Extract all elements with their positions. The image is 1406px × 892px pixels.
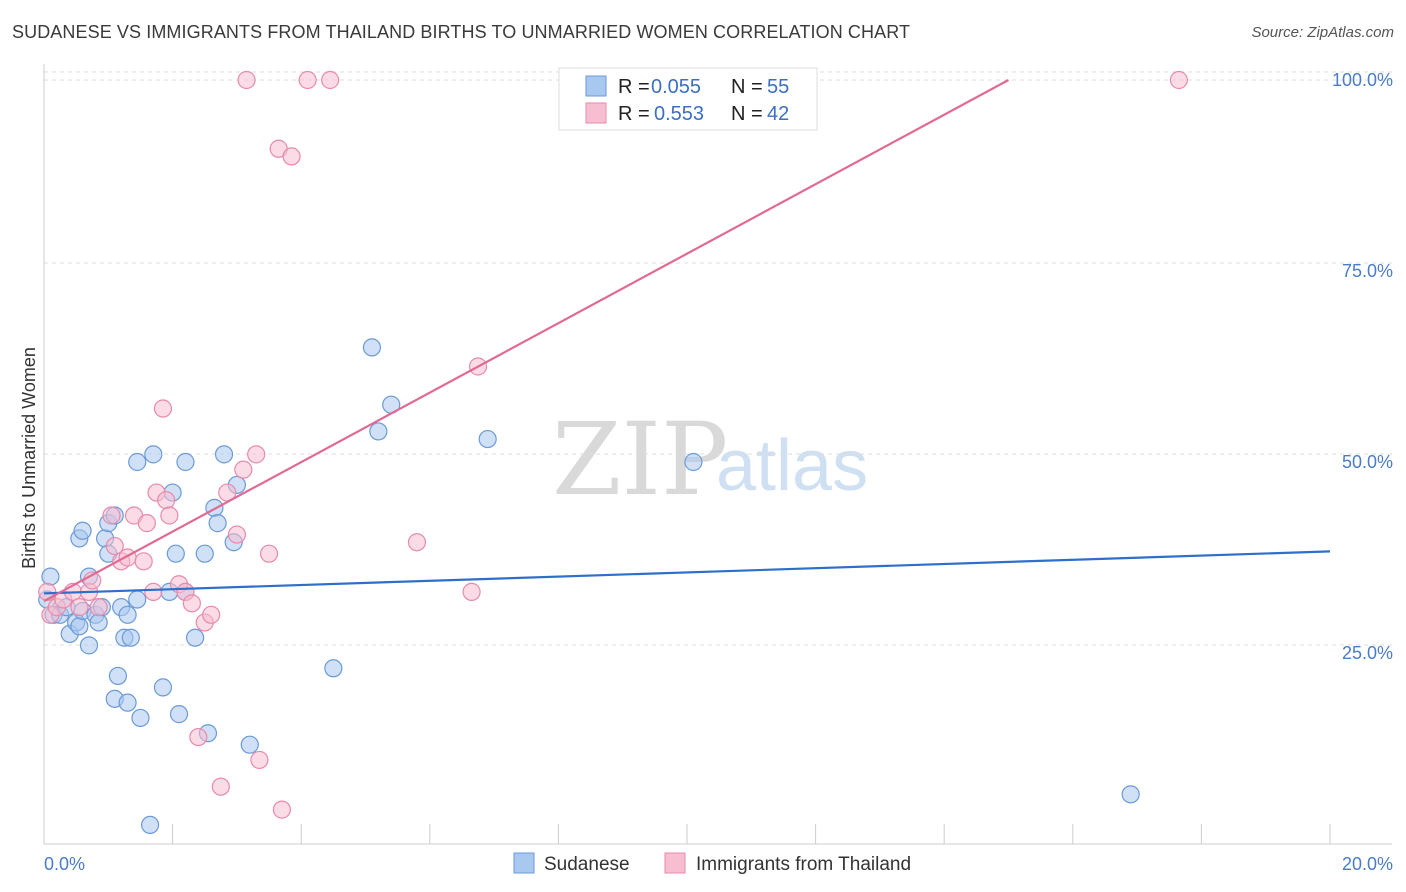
trend-lines [43,79,1331,603]
point-sudanese [166,544,185,563]
legend-n-label-sudanese: N = [731,76,763,98]
point-thailand [247,445,266,464]
point-thailand [202,605,221,624]
point-sudanese [41,567,60,586]
point-thailand [227,525,246,544]
point-sudanese [1121,785,1140,804]
point-sudanese [121,628,140,647]
y-tick-label: 75.0% [1342,261,1393,281]
point-sudanese [79,636,99,655]
point-sudanese [186,628,205,647]
axes: 25.0% 50.0% 75.0% 100.0% 0.0% 20.0% [43,64,1393,874]
point-thailand [137,514,156,533]
point-sudanese [369,422,388,441]
trendline-thailand [43,79,1010,603]
bottom-legend-swatch-thailand [664,852,686,874]
point-thailand [407,533,427,552]
point-thailand [134,552,153,571]
point-sudanese [128,590,147,609]
point-thailand [1169,70,1188,90]
point-sudanese [89,613,108,632]
point-sudanese [140,815,160,835]
point-thailand [189,727,208,747]
point-thailand [298,70,317,90]
y-tick-label: 50.0% [1342,452,1393,472]
point-sudanese [362,338,382,357]
point-sudanese [70,617,89,636]
point-thailand [234,460,253,479]
point-thailand [259,544,279,563]
point-thailand [321,70,340,90]
point-sudanese [144,445,163,464]
top-legend: R = 0.055 N = 55 R = 0.553 N = 42 [558,67,818,131]
point-thailand [157,491,176,510]
point-sudanese [684,452,703,472]
grid-lines [44,71,1392,646]
point-thailand [144,582,163,601]
legend-n-label-thailand: N = [731,103,763,125]
chart-source: Source: ZipAtlas.com [1251,24,1394,41]
y-tick-label: 25.0% [1342,643,1393,663]
legend-swatch-sudanese [585,75,607,97]
point-thailand [38,582,57,601]
bottom-legend-swatch-sudanese [513,852,535,874]
point-sudanese [153,678,173,697]
point-sudanese [195,544,214,563]
point-sudanese [118,605,137,624]
bottom-legend-label-thailand: Immigrants from Thailand [696,854,911,875]
point-sudanese [478,429,497,449]
bottom-legend-label-sudanese: Sudanese [544,854,630,875]
point-sudanese [324,659,343,678]
point-sudanese [131,708,150,728]
point-sudanese [240,735,259,754]
legend-r-label-thailand: R = [618,103,650,125]
x-tick-label: 20.0% [1342,854,1393,874]
point-thailand [282,147,301,166]
point-thailand [462,582,481,601]
point-sudanese [128,452,147,472]
point-sudanese [208,514,227,533]
y-tick-label: 100.0% [1332,70,1393,90]
legend-r-value-thailand: 0.553 [654,103,704,125]
point-sudanese [176,452,195,472]
legend-swatch-thailand [585,102,607,124]
point-sudanese [73,521,92,540]
x-tick-label: 0.0% [44,854,85,874]
point-thailand [160,506,179,525]
point-thailand [153,399,173,418]
point-thailand [182,594,201,613]
point-thailand [237,70,256,90]
point-thailand [102,506,121,525]
point-thailand [250,750,269,770]
point-thailand [89,598,108,617]
point-thailand [70,598,89,617]
point-thailand [211,777,230,796]
chart-title: SUDANESE VS IMMIGRANTS FROM THAILAND BIR… [12,22,911,42]
legend-n-value-thailand: 42 [767,103,789,125]
bottom-legend: Sudanese Immigrants from Thailand [513,852,911,875]
y-axis-label: Births to Unmarried Women [19,347,39,569]
point-sudanese [214,445,234,464]
trendline-sudanese [43,550,1331,595]
legend-n-value-sudanese: 55 [767,76,789,98]
point-sudanese [108,666,128,686]
series-thailand [38,70,1188,819]
point-sudanese [169,705,189,724]
point-sudanese [118,693,137,712]
point-thailand [105,536,124,556]
point-thailand [272,800,292,819]
legend-r-value-sudanese: 0.055 [651,76,701,98]
watermark-atlas: atlas [716,426,868,506]
legend-r-label-sudanese: R = [618,76,650,98]
